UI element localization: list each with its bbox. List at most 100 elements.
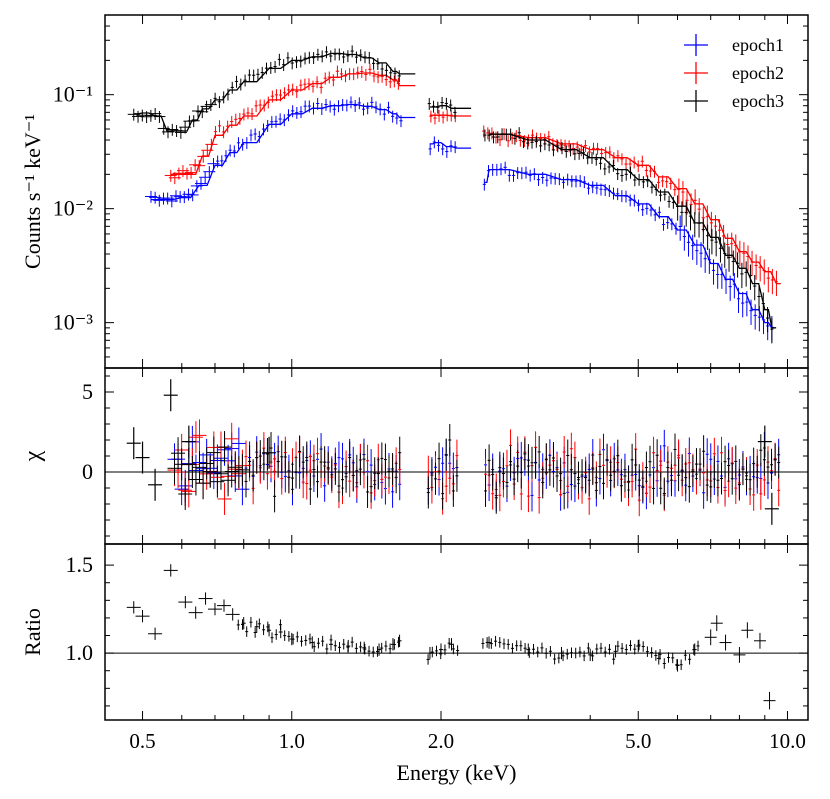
residual-point-epoch3	[555, 459, 559, 492]
data-point-epoch2	[221, 126, 226, 139]
data-point-epoch3	[359, 49, 363, 62]
residual-point-epoch3	[576, 461, 580, 494]
data-point-epoch1	[603, 184, 607, 197]
data-point-epoch1	[245, 137, 249, 150]
data-point-epoch1	[628, 194, 632, 207]
data-point-epoch1	[720, 263, 724, 289]
data-point-epoch2	[766, 267, 770, 293]
data-point-epoch2	[762, 259, 766, 285]
data-point-epoch3	[573, 148, 577, 161]
data-point-epoch1	[724, 268, 728, 294]
data-point-epoch3	[243, 74, 247, 87]
residual-point-epoch3	[441, 477, 445, 510]
data-point-epoch1	[541, 171, 545, 184]
residual-point-epoch3	[616, 439, 620, 472]
data-point-epoch3	[556, 140, 560, 153]
residual-point-epoch2	[444, 470, 448, 503]
data-point-epoch1	[703, 247, 707, 273]
residual-point-epoch2	[217, 482, 232, 515]
ratio-point	[240, 619, 244, 630]
residual-point-epoch3	[666, 451, 670, 484]
data-point-epoch1	[278, 113, 282, 126]
data-point-epoch3	[294, 56, 299, 69]
data-point-epoch3	[701, 218, 705, 244]
residual-point-epoch3	[702, 435, 706, 468]
data-point-epoch1	[328, 100, 332, 113]
data-point-epoch3	[427, 97, 431, 110]
data-point-epoch3	[504, 128, 508, 141]
data-point-epoch3	[380, 63, 384, 76]
ratio-point	[515, 640, 519, 651]
data-point-epoch3	[316, 48, 320, 61]
ratio-point	[363, 643, 367, 655]
residual-point-epoch3	[598, 450, 602, 483]
data-point-epoch1	[270, 116, 274, 129]
data-point-epoch3	[770, 318, 774, 344]
data-point-epoch3	[500, 128, 504, 141]
y-tick-label: 10⁻¹	[53, 82, 93, 107]
data-point-epoch1	[216, 155, 220, 168]
data-point-epoch3	[384, 64, 389, 77]
data-point-epoch1	[716, 263, 720, 289]
ratio-point	[569, 647, 573, 659]
residual-point-epoch3	[727, 449, 731, 482]
model-line-epoch2	[170, 72, 781, 285]
residual-point-epoch3	[573, 457, 577, 490]
data-point-epoch1	[653, 209, 657, 222]
y-tick-label: 5	[82, 379, 93, 404]
data-point-epoch1	[682, 225, 686, 251]
ratio-point	[207, 602, 222, 616]
ratio-point	[696, 640, 700, 652]
data-point-epoch3	[491, 131, 496, 144]
ratio-point	[671, 652, 675, 664]
data-point-epoch1	[391, 110, 395, 123]
data-point-epoch2	[571, 142, 575, 155]
ratio-point	[561, 650, 565, 662]
residual-point-epoch3	[587, 464, 591, 497]
data-point-epoch1	[445, 145, 449, 158]
data-point-epoch3	[697, 212, 701, 238]
residual-point-epoch2	[752, 478, 756, 511]
data-point-epoch2	[319, 81, 323, 94]
ratio-point	[553, 653, 557, 665]
data-point-epoch3	[761, 292, 765, 318]
ratio-point	[291, 633, 295, 645]
data-point-epoch3	[260, 66, 264, 79]
ratio-point	[254, 620, 259, 633]
residual-point-epoch1	[231, 427, 246, 460]
residual-point-epoch3	[612, 455, 616, 488]
data-point-epoch2	[604, 147, 608, 159]
residual-point-epoch3	[376, 457, 380, 490]
ratio-point	[502, 638, 506, 650]
data-point-epoch2	[685, 189, 689, 215]
data-point-epoch1	[266, 119, 270, 132]
data-point-epoch2	[185, 166, 198, 179]
data-point-epoch1	[261, 123, 266, 136]
data-point-epoch2	[591, 142, 596, 155]
y-tick-label: 1.5	[66, 552, 94, 577]
ratio-point	[675, 659, 680, 672]
data-point-epoch3	[616, 168, 620, 181]
data-point-epoch2	[429, 110, 433, 123]
residual-point-epoch3	[251, 459, 255, 492]
ratio-point	[733, 646, 746, 663]
data-point-epoch3	[273, 60, 277, 73]
data-point-epoch2	[299, 79, 303, 92]
residual-point-epoch3	[519, 456, 523, 489]
data-point-epoch2	[669, 177, 673, 190]
axis-labels: 0.5 1.0 2.0 5.0 10.0 10⁻³ 10⁻² 10⁻¹ 0 5 1.0 1.5 Coun…	[20, 82, 806, 785]
data-point-epoch2	[291, 83, 295, 96]
ratio-point	[316, 637, 320, 649]
residual-point-epoch3	[262, 448, 266, 481]
data-point-epoch3	[714, 231, 718, 257]
data-point-epoch3	[688, 205, 693, 231]
residual-point-epoch3	[185, 455, 200, 488]
data-point-epoch1	[441, 143, 445, 156]
data-point-epoch3	[371, 57, 376, 70]
data-point-epoch1	[616, 188, 620, 201]
data-point-epoch1	[691, 234, 695, 260]
data-point-epoch2	[368, 63, 372, 76]
ratio-point	[333, 640, 337, 652]
data-point-epoch2	[205, 138, 218, 151]
